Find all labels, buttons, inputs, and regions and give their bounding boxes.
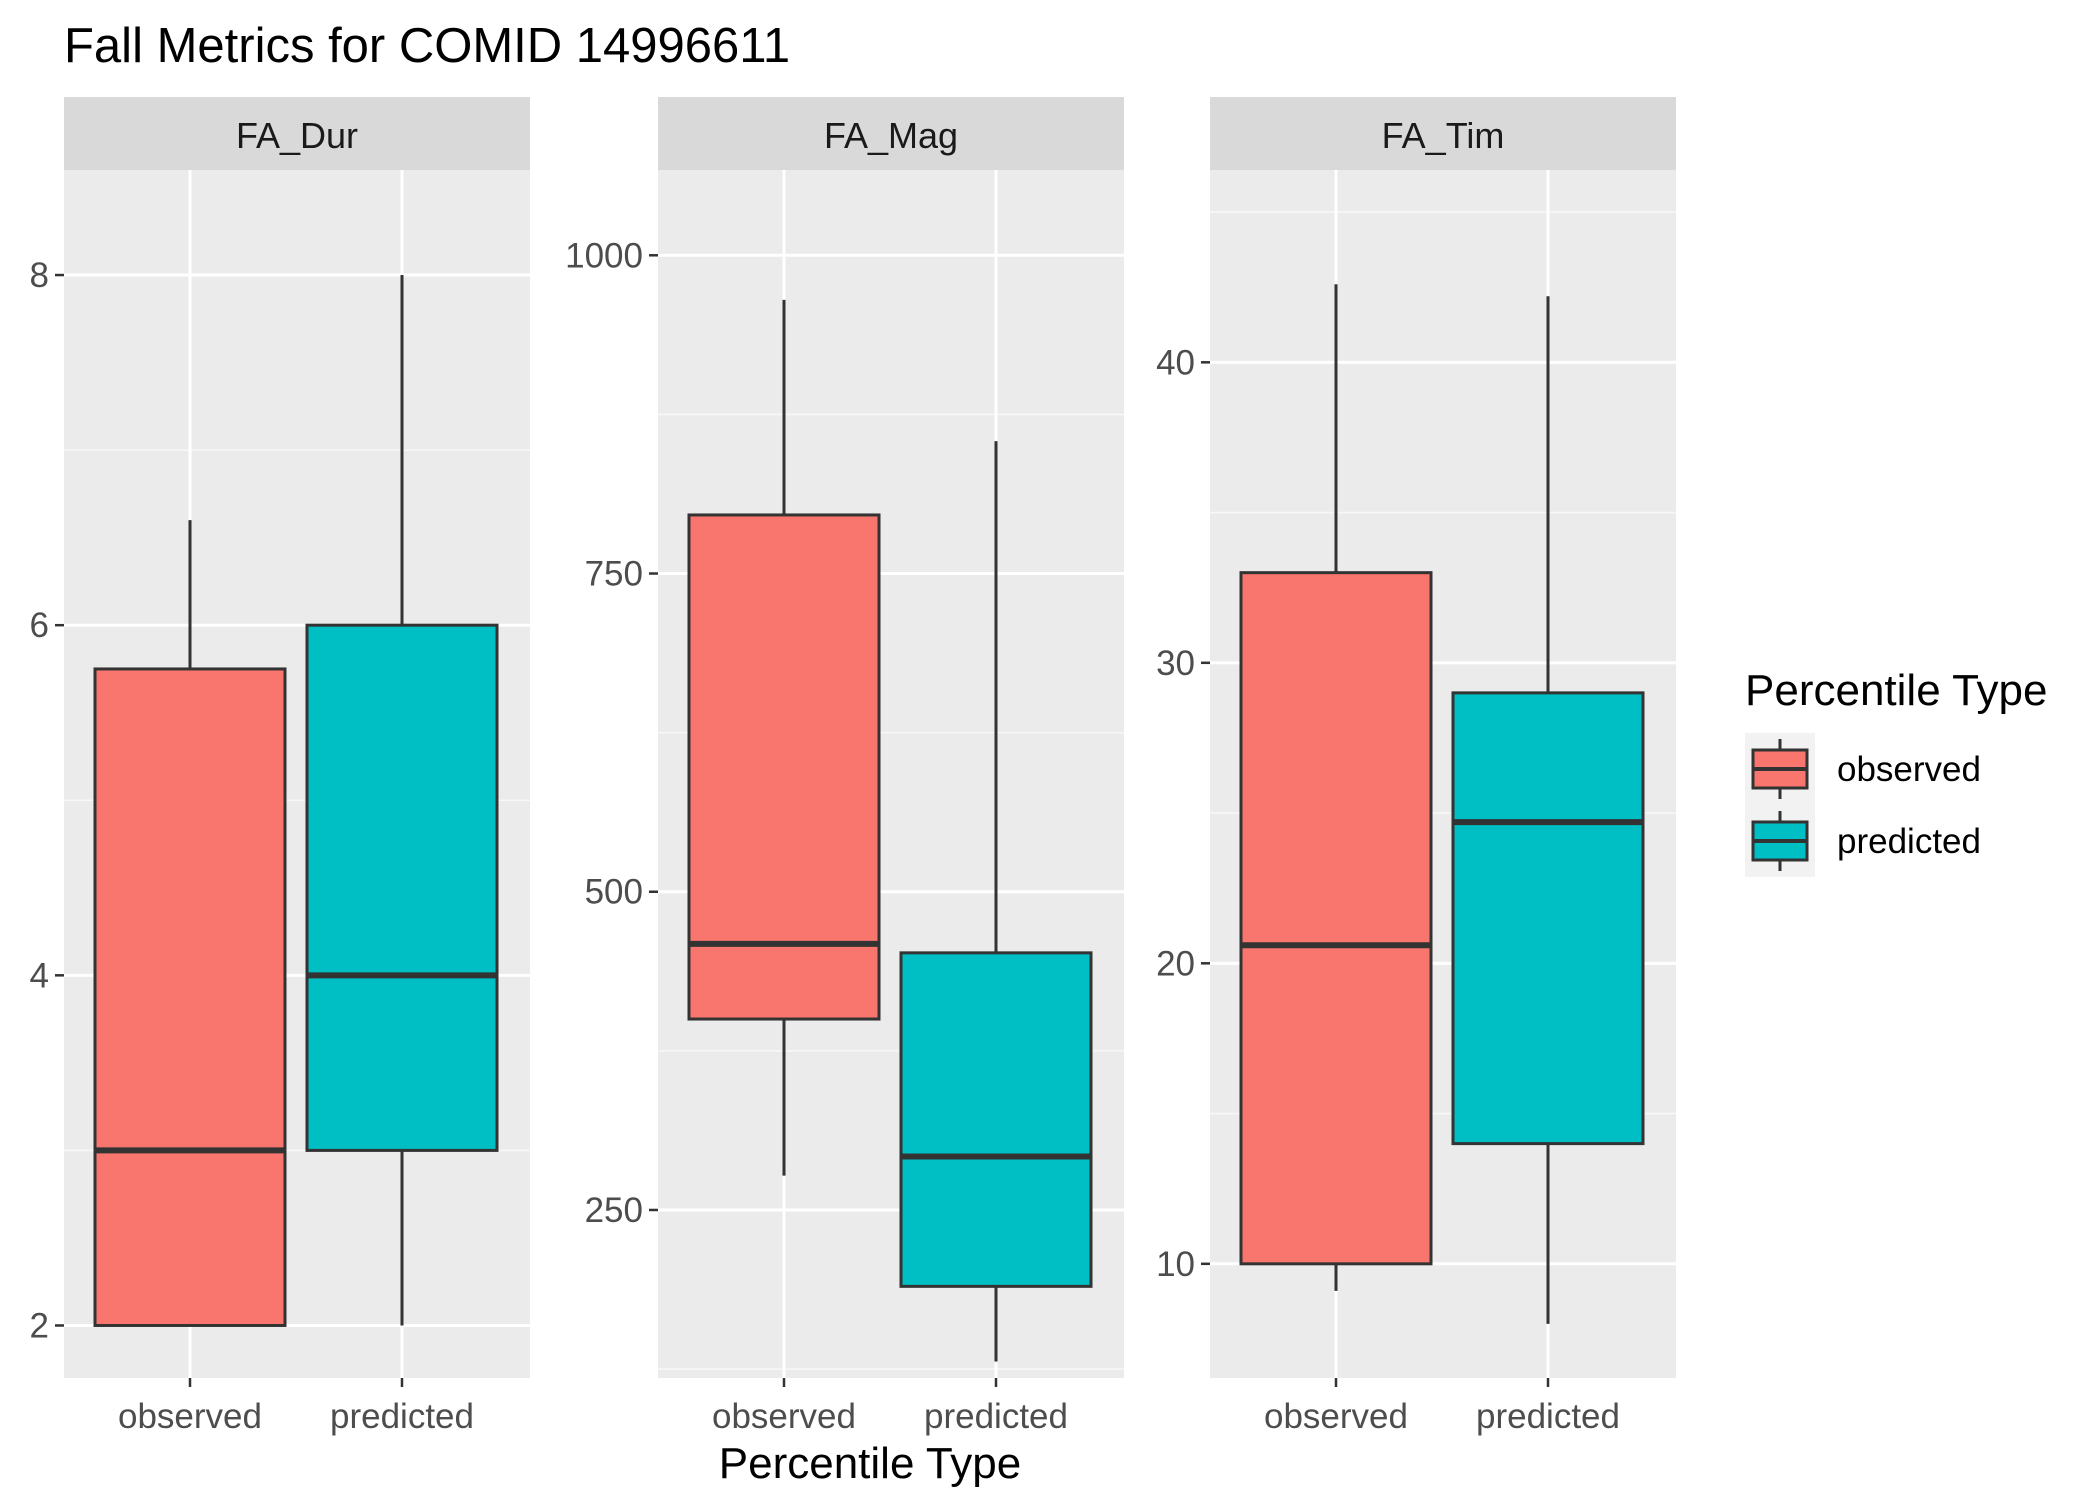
facet-strip-label: FA_Tim: [1382, 115, 1505, 156]
y-tick-label: 250: [585, 1191, 643, 1230]
facets: 2 4 6 8 FA_Dur observed predicted 250 500 750 1000…: [30, 97, 1676, 1436]
box-observed: [687, 299, 881, 1176]
y-tick-label: 4: [30, 956, 49, 995]
box-observed: [1239, 284, 1433, 1291]
y-tick-label: 750: [585, 555, 643, 594]
facet-FA_Dur: 2 4 6 8 FA_Dur observed predicted: [30, 97, 530, 1436]
legend: Percentile Type observed predicted: [1745, 666, 2047, 877]
box-predicted: [305, 275, 499, 1326]
x-tick-label: predicted: [1476, 1397, 1620, 1436]
legend-label: observed: [1837, 750, 1981, 789]
x-axis-title: Percentile Type: [719, 1439, 1021, 1488]
facet-strip: [658, 97, 1124, 170]
y-tick-label: 30: [1156, 644, 1195, 683]
x-tick-label: predicted: [330, 1397, 474, 1436]
box-rect: [1451, 691, 1645, 1146]
y-tick-label: 2: [30, 1306, 49, 1345]
facet-strip-label: FA_Dur: [236, 115, 358, 156]
box-predicted: [1451, 296, 1645, 1324]
facet-strip: [1210, 97, 1676, 170]
y-tick-label: 6: [30, 606, 49, 645]
box-rect: [1239, 571, 1433, 1266]
chart-title: Fall Metrics for COMID 14996611: [64, 19, 790, 73]
y-tick-label: 40: [1156, 343, 1195, 382]
box-observed: [93, 520, 287, 1327]
legend-entry-predicted: predicted: [1745, 805, 1981, 877]
y-tick-label: 500: [585, 873, 643, 912]
facet-FA_Tim: 10 20 30 40 FA_Tim observed predicted: [1156, 97, 1676, 1436]
legend-title: Percentile Type: [1745, 666, 2047, 715]
facet-FA_Mag: 250 500 750 1000 FA_Mag observed predicted: [565, 97, 1124, 1436]
y-tick-label: 10: [1156, 1245, 1195, 1284]
facet-strip: [64, 97, 530, 170]
x-tick-label: observed: [1264, 1397, 1408, 1436]
y-tick-label: 8: [30, 256, 49, 295]
box-rect: [687, 513, 881, 1021]
box-rect: [93, 667, 287, 1327]
y-tick-label: 1000: [565, 236, 643, 275]
box-rect: [305, 623, 499, 1152]
legend-entry-observed: observed: [1745, 733, 1981, 805]
box-predicted: [899, 441, 1093, 1362]
x-tick-label: predicted: [924, 1397, 1068, 1436]
facet-strip-label: FA_Mag: [824, 115, 958, 156]
x-tick-label: observed: [118, 1397, 262, 1436]
y-tick-label: 20: [1156, 944, 1195, 983]
box-rect: [899, 951, 1093, 1288]
x-tick-label: observed: [712, 1397, 856, 1436]
legend-label: predicted: [1837, 822, 1981, 861]
